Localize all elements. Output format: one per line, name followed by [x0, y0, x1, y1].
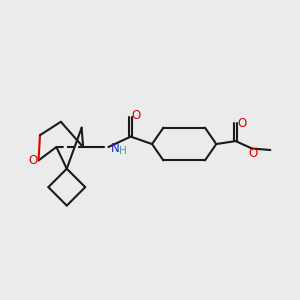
Text: O: O	[249, 147, 258, 161]
Text: H: H	[119, 146, 127, 157]
Text: O: O	[237, 117, 246, 130]
Text: O: O	[131, 109, 141, 122]
Text: N: N	[111, 142, 119, 155]
Text: O: O	[28, 154, 38, 167]
